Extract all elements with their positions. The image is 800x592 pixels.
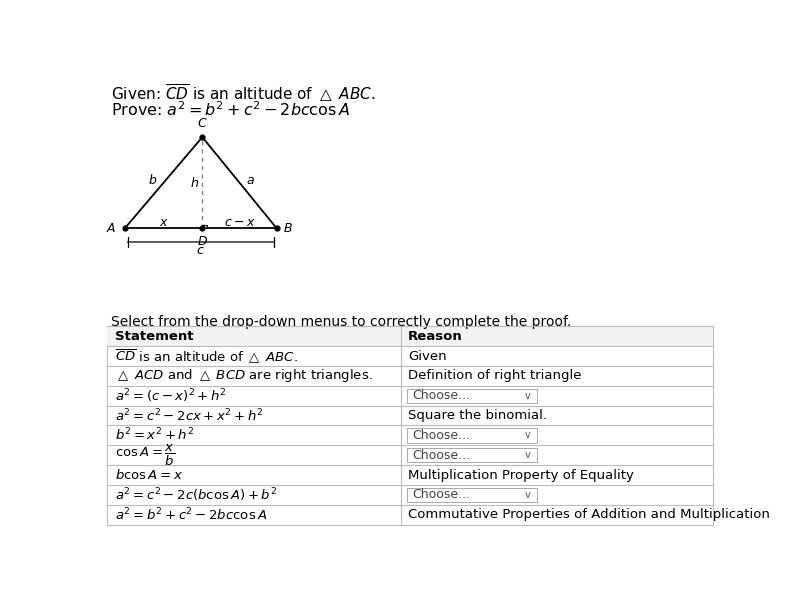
Text: $B$: $B$ <box>283 222 293 235</box>
Text: Multiplication Property of Equality: Multiplication Property of Equality <box>408 468 634 481</box>
Text: $\overline{CD}$ is an altitude of $\triangle$ $ABC$.: $\overline{CD}$ is an altitude of $\tria… <box>115 347 298 365</box>
Text: v: v <box>525 490 530 500</box>
Bar <box>407 448 537 462</box>
Bar <box>407 428 537 442</box>
Text: $D$: $D$ <box>197 235 208 248</box>
Text: $C$: $C$ <box>197 117 208 130</box>
Text: Statement: Statement <box>115 330 194 343</box>
Text: v: v <box>525 391 530 401</box>
Text: $b\cos A = x$: $b\cos A = x$ <box>115 468 183 482</box>
Text: Choose...: Choose... <box>412 488 470 501</box>
Text: $c - x$: $c - x$ <box>224 216 255 229</box>
Text: v: v <box>525 430 530 440</box>
Text: $a^2 = c^2 - 2cx + x^2 + h^2$: $a^2 = c^2 - 2cx + x^2 + h^2$ <box>115 407 263 424</box>
Text: $\cos A = \dfrac{x}{b}$: $\cos A = \dfrac{x}{b}$ <box>115 443 175 468</box>
Text: $\triangle$ $ACD$ and $\triangle$ $BCD$ are right triangles.: $\triangle$ $ACD$ and $\triangle$ $BCD$ … <box>115 368 373 384</box>
Text: Given: $\overline{CD}$ is an altitude of $\triangle\ ABC$.: Given: $\overline{CD}$ is an altitude of… <box>111 82 376 104</box>
Text: $a^2 = b^2 + c^2 - 2bc\cos A$: $a^2 = b^2 + c^2 - 2bc\cos A$ <box>115 506 267 523</box>
Text: Reason: Reason <box>408 330 463 343</box>
Text: $a^2 = (c - x)^2 + h^2$: $a^2 = (c - x)^2 + h^2$ <box>115 387 226 404</box>
Text: $b^2 = x^2 + h^2$: $b^2 = x^2 + h^2$ <box>115 427 194 443</box>
Text: Choose...: Choose... <box>412 389 470 402</box>
Text: $b$: $b$ <box>148 173 157 188</box>
Text: Prove: $a^2 = b^2 + c^2 - 2bc\cos A$: Prove: $a^2 = b^2 + c^2 - 2bc\cos A$ <box>111 101 350 120</box>
Text: $h$: $h$ <box>190 176 199 189</box>
Text: Choose...: Choose... <box>412 429 470 442</box>
Text: $a$: $a$ <box>246 174 255 187</box>
Text: Choose...: Choose... <box>412 449 470 462</box>
Text: Definition of right triangle: Definition of right triangle <box>408 369 582 382</box>
Text: Given: Given <box>408 349 446 362</box>
Text: Select from the drop-down menus to correctly complete the proof.: Select from the drop-down menus to corre… <box>111 315 571 329</box>
Text: v: v <box>525 450 530 460</box>
Bar <box>107 326 713 346</box>
Text: $a^2 = c^2 - 2c(b\cos A) + b^2$: $a^2 = c^2 - 2c(b\cos A) + b^2$ <box>115 486 277 504</box>
Text: $x$: $x$ <box>158 216 169 229</box>
Bar <box>107 326 713 525</box>
Text: Square the binomial.: Square the binomial. <box>408 409 547 422</box>
Bar <box>407 488 537 502</box>
Text: $c$: $c$ <box>196 244 205 257</box>
Text: $A$: $A$ <box>106 222 117 235</box>
Bar <box>407 388 537 403</box>
Text: Commutative Properties of Addition and Multiplication: Commutative Properties of Addition and M… <box>408 508 770 521</box>
